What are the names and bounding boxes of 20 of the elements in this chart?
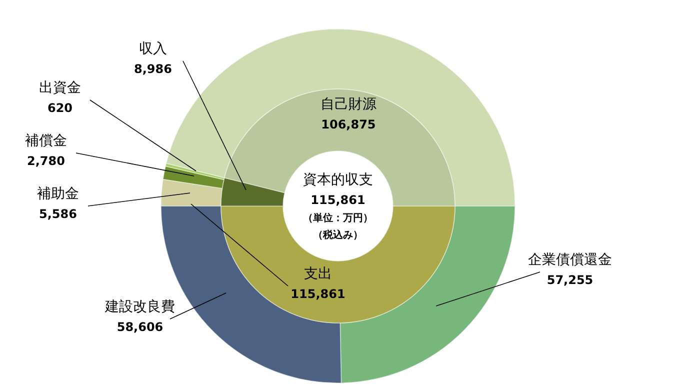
text: （税込み）	[313, 229, 363, 241]
text: （単位：万円）	[303, 212, 373, 224]
slice-label: 補助金	[37, 186, 79, 202]
data-label: 58,606	[116, 320, 164, 334]
slice-label: 補償金	[25, 133, 67, 149]
slice-label: 出資金	[39, 80, 81, 96]
data-label: 2,780	[27, 154, 65, 168]
slice-label: 支出	[304, 266, 332, 282]
text: 115,861	[310, 193, 366, 207]
data-label: 115,861	[290, 287, 346, 301]
data-label: 5,586	[39, 207, 77, 221]
data-label: 8,986	[134, 62, 172, 76]
data-label: 57,255	[546, 273, 594, 287]
slice-label: 企業債償還金	[528, 252, 612, 268]
text: 資本的収支	[303, 172, 373, 188]
slice-label: 建設改良費	[104, 299, 175, 315]
slice-label: 収入	[139, 41, 167, 57]
data-label: 620	[47, 101, 73, 115]
slice-label: 自己財源	[320, 96, 376, 113]
data-label: 106,875	[321, 118, 376, 132]
